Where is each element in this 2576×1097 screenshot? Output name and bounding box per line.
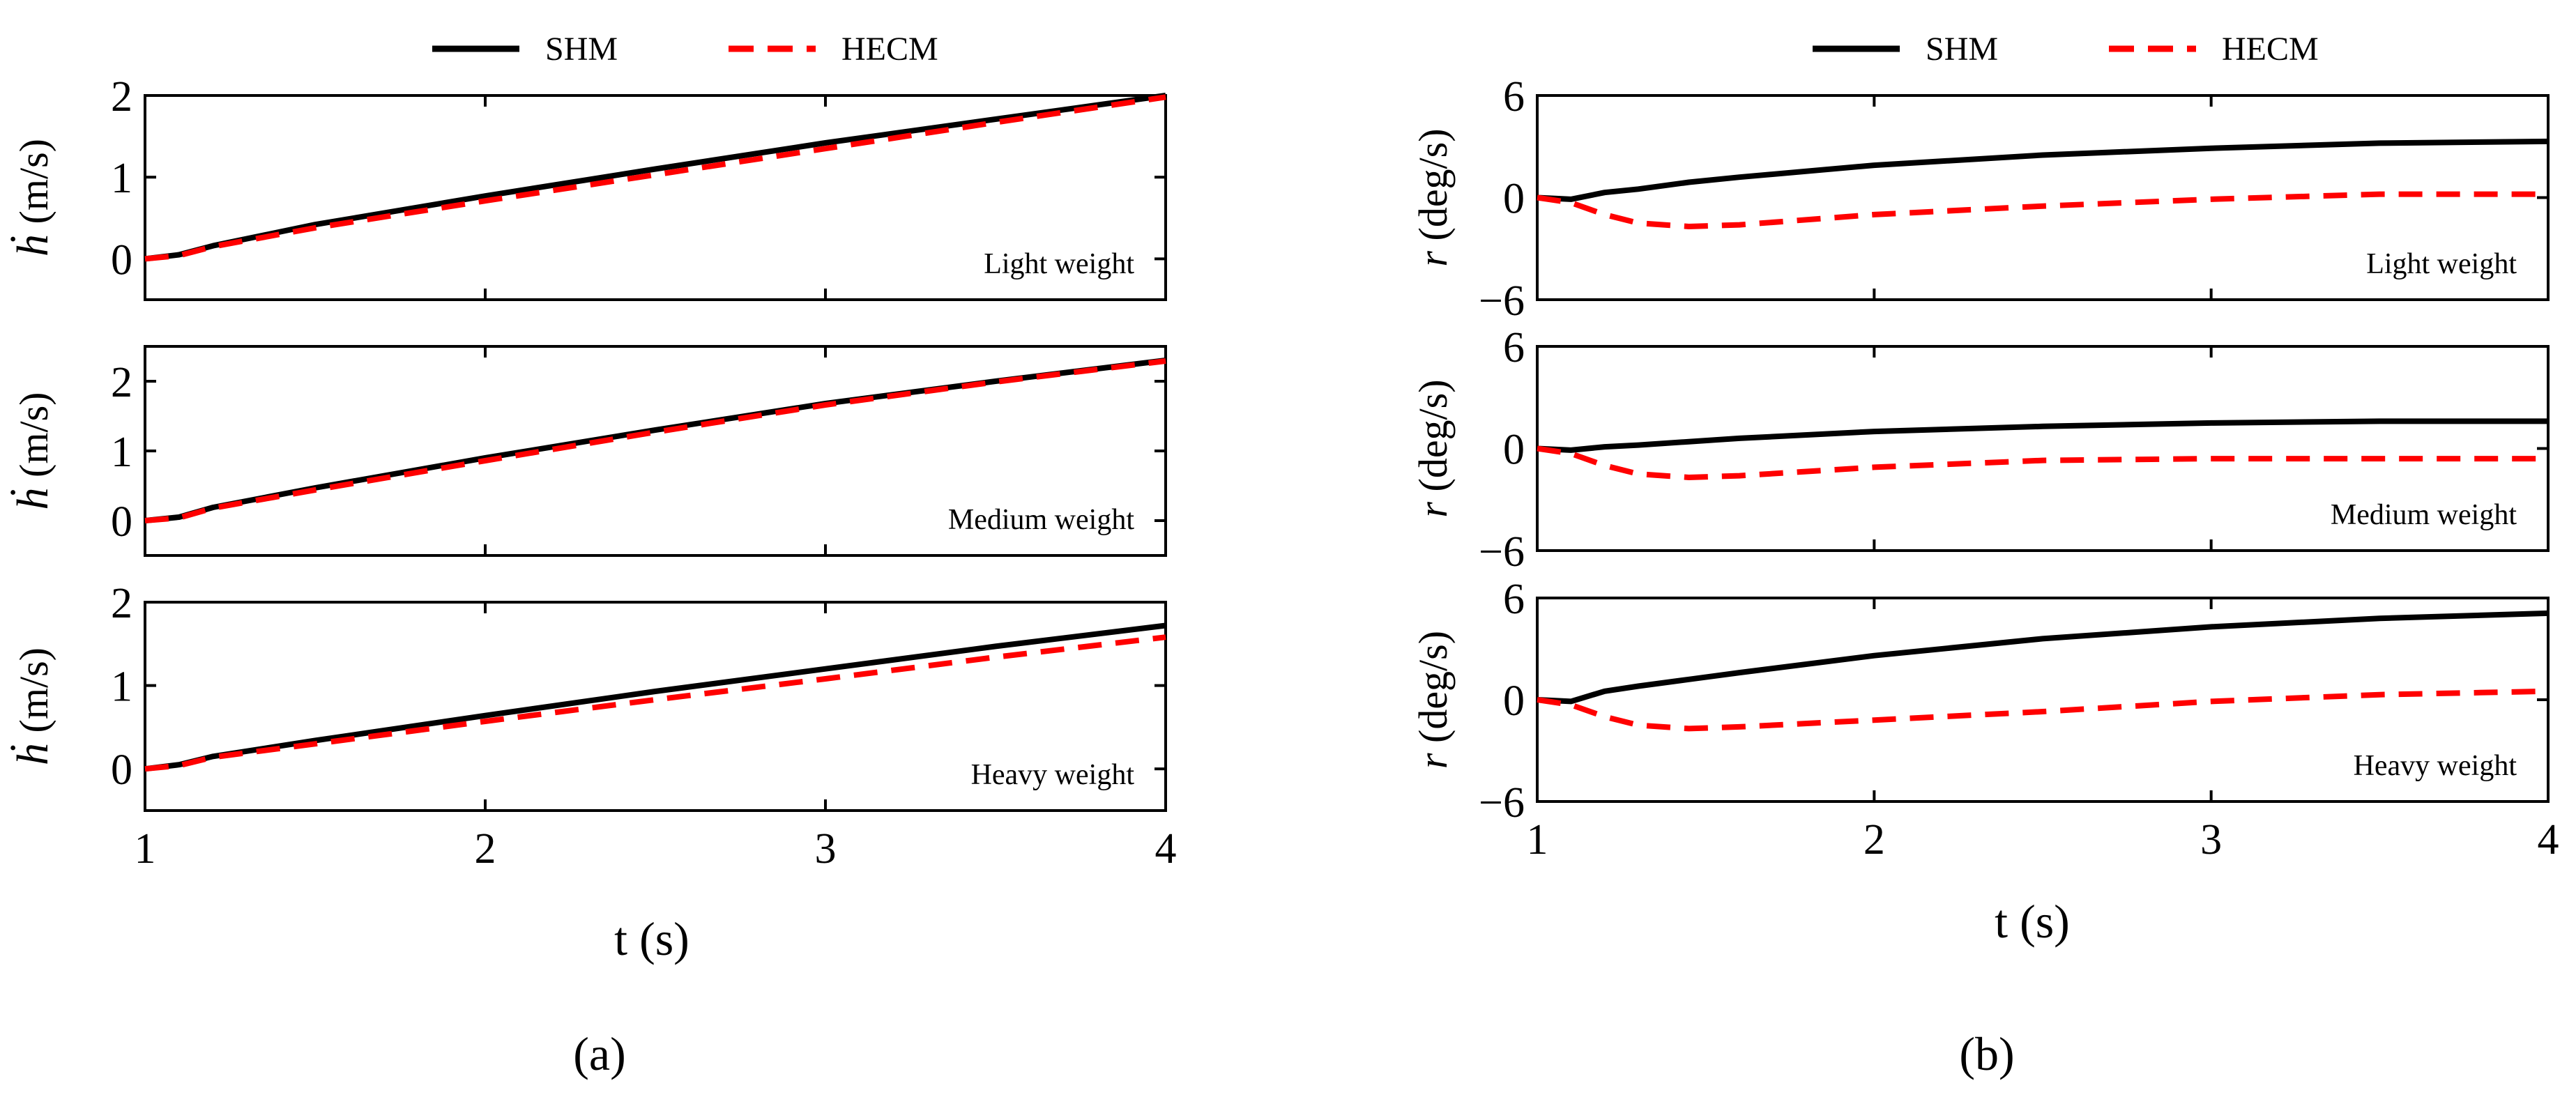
subplot-b-light: −6 0 6 Light weight r (deg/s) (1410, 73, 2550, 325)
y-axis-label: r (deg/s) (1410, 128, 1456, 266)
plot-frame (144, 94, 1167, 301)
y-tick-label: 1 (111, 663, 132, 711)
y-tick-label: 0 (1503, 427, 1525, 474)
y-tick-label: 6 (1503, 324, 1525, 371)
y-tick-label: 2 (111, 359, 132, 406)
y-axis-label: r (deg/s) (1410, 379, 1456, 517)
x-tick-label: 4 (2538, 816, 2559, 864)
annotation-label: Heavy weight (971, 759, 1135, 791)
subplot-a-light: 0 1 2 Light weight ḣ (m/s) (8, 73, 1167, 301)
y-axis-label: ḣ (m/s) (8, 392, 57, 510)
legend-hecm-label: HECM (2222, 31, 2319, 68)
annotation-label: Light weight (2366, 248, 2517, 280)
annotation-label: Heavy weight (2354, 750, 2517, 782)
y-tick-label: −6 (1479, 277, 1525, 325)
x-tick-label: 3 (2200, 816, 2222, 864)
annotation-label: Medium weight (2331, 499, 2517, 531)
y-tick-label: 0 (111, 498, 132, 546)
y-tick-label: 0 (111, 746, 132, 794)
series-hecm-line (1537, 445, 2548, 480)
x-tick-label: 2 (1864, 816, 1885, 864)
legend-shm-label: SHM (545, 31, 618, 68)
y-tick-label: 0 (1503, 677, 1525, 725)
series-hecm-line (1537, 688, 2549, 732)
legend-shm-label: SHM (1926, 31, 1998, 68)
series-hecm-line (1537, 191, 2548, 229)
subplot-a-medium: 0 1 2 Medium weight ḣ (m/s) (8, 345, 1167, 557)
x-tick-label: 2 (475, 825, 496, 873)
x-tick-label: 4 (1155, 825, 1177, 873)
series-hecm-line (144, 94, 1166, 262)
y-tick-label: 6 (1503, 73, 1525, 121)
y-axis-label: ḣ (m/s) (8, 139, 57, 256)
series-shm-line (1537, 610, 2549, 705)
x-axis-label-a: t (s) (614, 912, 689, 965)
x-tick-label: 3 (815, 825, 837, 873)
subplot-b-medium: −6 0 6 Medium weight r (deg/s) (1410, 324, 2550, 576)
y-axis-label: ḣ (m/s) (8, 647, 57, 765)
plot-frame (144, 601, 1167, 812)
series-hecm-line (144, 358, 1166, 523)
y-tick-label: 6 (1503, 576, 1525, 623)
y-tick-label: 1 (111, 429, 132, 476)
panel-label-a: (a) (573, 1027, 625, 1080)
y-tick-label: 0 (1503, 176, 1525, 223)
y-tick-label: 0 (111, 236, 132, 284)
legend-b: SHM HECM (1813, 31, 2319, 68)
annotation-label: Medium weight (948, 504, 1134, 536)
y-tick-label: −6 (1479, 779, 1525, 827)
series-shm-line (1537, 138, 2549, 202)
y-axis-label: r (deg/s) (1410, 631, 1456, 769)
y-tick-label: −6 (1479, 528, 1525, 576)
x-tick-label: 1 (1527, 816, 1548, 864)
legend-a: SHM HECM (432, 31, 938, 68)
x-axis-label-b: t (s) (1995, 895, 2070, 948)
legend-hecm-label: HECM (841, 31, 938, 68)
y-tick-label: 2 (111, 580, 132, 627)
annotation-label: Light weight (984, 248, 1134, 280)
series-hecm-line (144, 634, 1166, 772)
series-shm-line (1537, 418, 2548, 453)
panel-label-b: (b) (1959, 1027, 2014, 1080)
y-tick-label: 2 (111, 73, 132, 121)
x-tick-label: 1 (135, 825, 156, 873)
y-tick-label: 1 (111, 155, 132, 202)
series-shm-line (144, 358, 1166, 523)
